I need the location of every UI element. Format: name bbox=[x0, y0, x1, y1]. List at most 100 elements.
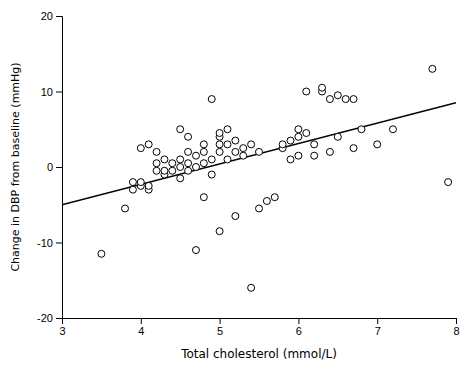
y-tick: 20 bbox=[41, 10, 62, 22]
x-tick: 4 bbox=[138, 318, 144, 337]
point bbox=[98, 250, 105, 257]
y-axis: -20 -10 0 10 20 bbox=[37, 10, 62, 324]
y-axis-line bbox=[56, 17, 63, 319]
point bbox=[295, 152, 302, 159]
x-tick-mark bbox=[377, 318, 378, 324]
point bbox=[350, 96, 357, 103]
point bbox=[200, 141, 207, 148]
point bbox=[161, 167, 168, 174]
point bbox=[248, 141, 255, 148]
x-tick: 7 bbox=[375, 318, 381, 337]
x-tick: 3 bbox=[59, 318, 65, 337]
point bbox=[342, 96, 349, 103]
x-axis: 3 4 5 6 7 8 bbox=[59, 318, 459, 337]
x-tick-mark bbox=[298, 318, 299, 324]
regression-line bbox=[62, 103, 456, 205]
y-tick-label: 0 bbox=[47, 161, 53, 173]
point bbox=[177, 156, 184, 163]
y-tick-label: -10 bbox=[37, 237, 53, 249]
y-tick: -10 bbox=[37, 237, 62, 249]
marks bbox=[62, 65, 456, 291]
point bbox=[169, 160, 176, 167]
point bbox=[374, 141, 381, 148]
y-tick: -20 bbox=[37, 312, 62, 324]
x-tick-mark bbox=[456, 318, 457, 324]
y-tick-label: -20 bbox=[37, 312, 53, 324]
point bbox=[319, 84, 326, 91]
plot-area: 3 4 5 6 7 8 -20 -10 0 10 20 bbox=[37, 10, 459, 337]
point bbox=[153, 167, 160, 174]
point bbox=[295, 133, 302, 140]
point bbox=[145, 182, 152, 189]
point bbox=[279, 141, 286, 148]
point bbox=[358, 126, 365, 133]
y-tick: 0 bbox=[47, 161, 62, 173]
y-tick-mark bbox=[56, 92, 62, 93]
point bbox=[256, 205, 263, 212]
point bbox=[232, 137, 239, 144]
point bbox=[169, 167, 176, 174]
x-tick-label: 3 bbox=[59, 325, 65, 337]
x-axis-line bbox=[63, 319, 457, 325]
point bbox=[208, 156, 215, 163]
point bbox=[240, 145, 247, 152]
point bbox=[153, 148, 160, 155]
point bbox=[287, 156, 294, 163]
x-tick-mark bbox=[141, 318, 142, 324]
y-tick-mark bbox=[56, 318, 62, 319]
point bbox=[311, 141, 318, 148]
point bbox=[129, 186, 136, 193]
y-tick: 10 bbox=[41, 86, 62, 98]
point bbox=[326, 148, 333, 155]
point bbox=[192, 247, 199, 254]
point bbox=[192, 164, 199, 171]
point bbox=[185, 148, 192, 155]
x-axis-title: Total cholesterol (mmol/L) bbox=[180, 347, 337, 361]
point bbox=[232, 148, 239, 155]
point bbox=[200, 148, 207, 155]
y-axis-title: Change in DBP from baseline (mmHg) bbox=[9, 62, 22, 271]
point bbox=[303, 130, 310, 137]
point bbox=[311, 152, 318, 159]
point bbox=[185, 133, 192, 140]
point bbox=[216, 130, 223, 137]
x-tick-label: 5 bbox=[217, 325, 223, 337]
point bbox=[122, 205, 129, 212]
point bbox=[129, 179, 136, 186]
point bbox=[208, 171, 215, 178]
point bbox=[263, 197, 270, 204]
y-tick-label: 20 bbox=[41, 10, 53, 22]
point bbox=[248, 284, 255, 291]
point bbox=[287, 137, 294, 144]
point bbox=[224, 156, 231, 163]
point bbox=[145, 141, 152, 148]
point bbox=[185, 167, 192, 174]
point bbox=[200, 194, 207, 201]
point bbox=[232, 213, 239, 220]
x-tick: 8 bbox=[453, 318, 459, 337]
point bbox=[137, 179, 144, 186]
point bbox=[177, 126, 184, 133]
point bbox=[200, 160, 207, 167]
x-tick-mark bbox=[220, 318, 221, 324]
point bbox=[429, 65, 436, 72]
point bbox=[389, 126, 396, 133]
point bbox=[271, 194, 278, 201]
point bbox=[224, 141, 231, 148]
point bbox=[216, 228, 223, 235]
point bbox=[177, 164, 184, 171]
point bbox=[161, 156, 168, 163]
x-tick: 6 bbox=[296, 318, 302, 337]
points bbox=[98, 65, 452, 291]
point bbox=[326, 96, 333, 103]
x-tick-label: 8 bbox=[453, 325, 459, 337]
x-tick-label: 4 bbox=[138, 325, 144, 337]
point bbox=[334, 92, 341, 99]
y-tick-mark bbox=[56, 16, 62, 17]
point bbox=[295, 126, 302, 133]
point bbox=[192, 152, 199, 159]
chart: 3 4 5 6 7 8 -20 -10 0 10 20 Total cholesterol (mmol… bbox=[0, 0, 474, 368]
y-tick-mark bbox=[56, 167, 62, 168]
point bbox=[240, 152, 247, 159]
point bbox=[208, 96, 215, 103]
